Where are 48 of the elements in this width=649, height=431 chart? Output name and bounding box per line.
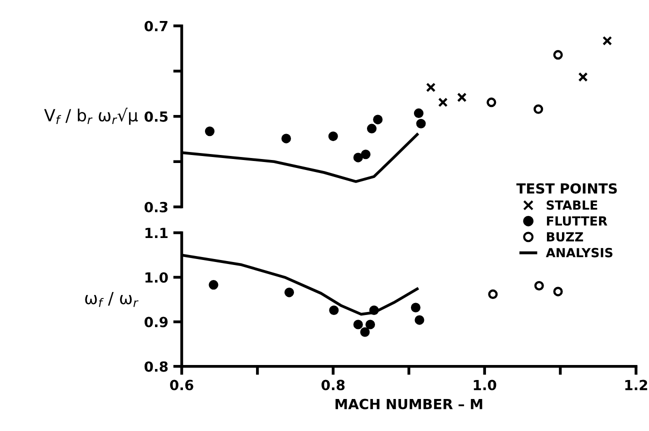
point xyxy=(438,98,448,108)
x-tick-label: 1.2 xyxy=(625,380,648,390)
x-axis-title: MACH NUMBER – M xyxy=(336,398,482,410)
y-tick-label: 0.3 xyxy=(144,202,168,212)
legend-label: BUZZ xyxy=(546,232,584,242)
y-tick-label: 1.1 xyxy=(145,228,168,238)
x-tick-label: 0.8 xyxy=(322,380,345,390)
point xyxy=(553,286,563,296)
point xyxy=(360,327,370,337)
point xyxy=(426,82,436,92)
legend-label: STABLE xyxy=(546,200,598,210)
y-tick-label: 0.8 xyxy=(144,361,168,372)
legend-label: FLUTTER xyxy=(546,216,608,226)
y-axis-title: ω$_{f}$ / ω$_{r}$ xyxy=(85,292,138,307)
point xyxy=(329,305,339,316)
point xyxy=(416,118,426,128)
point xyxy=(457,92,467,102)
legend-title: TEST POINTS xyxy=(516,183,617,194)
point xyxy=(373,114,383,124)
point xyxy=(486,98,496,108)
point xyxy=(204,126,215,136)
point xyxy=(353,152,363,162)
point xyxy=(281,134,291,144)
point xyxy=(353,320,363,330)
point xyxy=(488,289,498,299)
point xyxy=(414,108,424,118)
legend-label: ANALYSIS xyxy=(546,248,612,258)
x-tick-label: 1.0 xyxy=(474,380,496,390)
y-tick-label: 1.0 xyxy=(145,272,168,283)
point xyxy=(328,132,338,142)
point xyxy=(602,36,612,46)
point xyxy=(284,288,294,298)
y-axis-title: V$_{f}$ / b$_{r}$ ω$_{r}$√μ xyxy=(44,108,138,125)
point xyxy=(414,315,424,325)
point xyxy=(366,124,377,134)
point xyxy=(534,280,544,291)
point xyxy=(365,320,376,330)
point xyxy=(208,280,218,290)
point xyxy=(369,305,379,316)
point xyxy=(578,72,588,82)
x-tick-label: 0.6 xyxy=(170,380,194,390)
y-tick-label: 0.5 xyxy=(144,111,168,122)
point xyxy=(410,302,420,312)
point xyxy=(553,50,563,60)
y-tick-label: 0.9 xyxy=(144,316,168,328)
point xyxy=(534,104,544,114)
point xyxy=(360,150,370,160)
y-tick-label: 0.7 xyxy=(144,20,168,32)
